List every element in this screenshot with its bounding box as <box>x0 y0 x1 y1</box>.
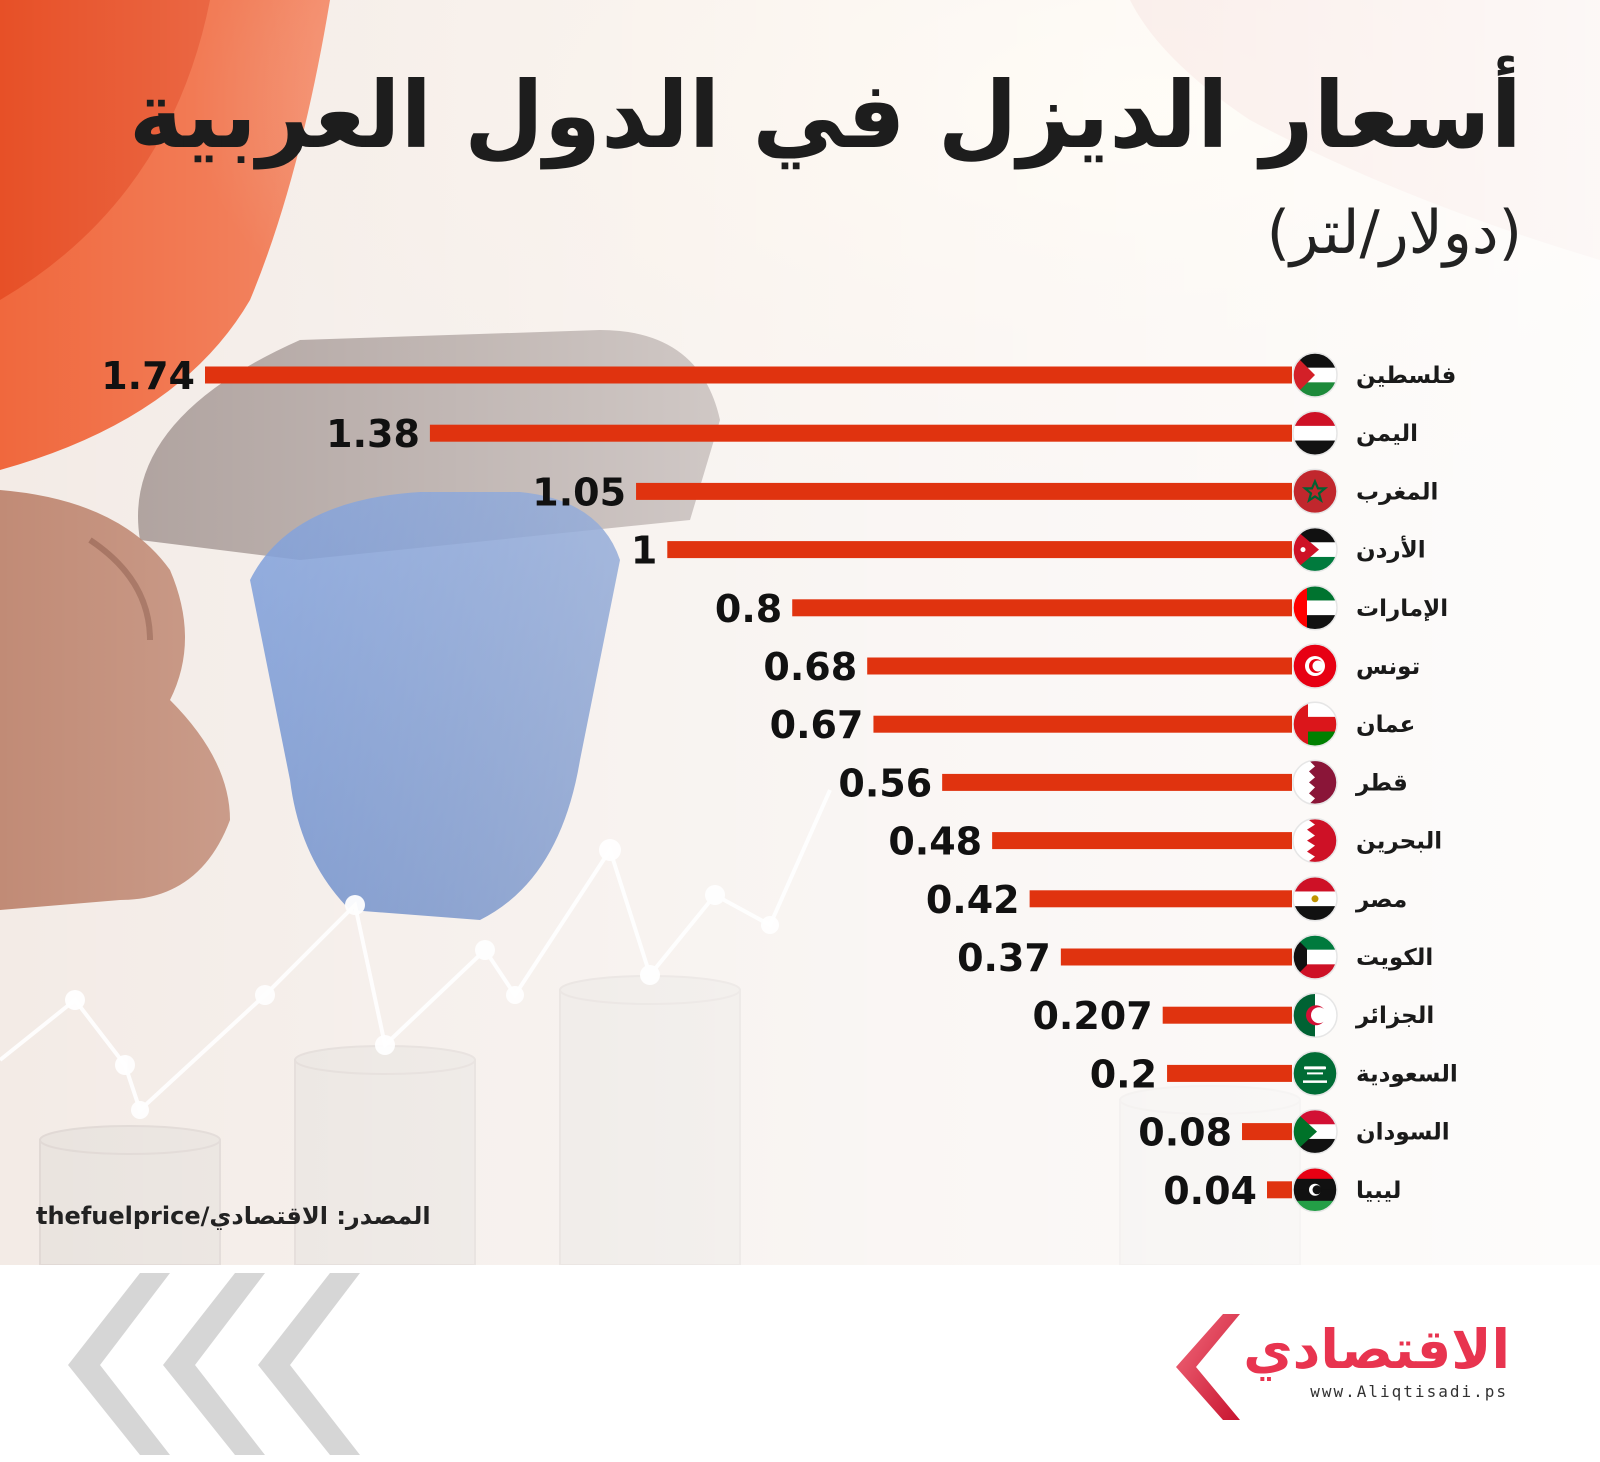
bar <box>636 482 1292 500</box>
bar <box>1267 1181 1292 1199</box>
value-label: 0.37 <box>957 936 1051 980</box>
bar <box>1242 1123 1292 1141</box>
background-photo <box>0 0 1600 1265</box>
flag-ring <box>1292 1167 1338 1213</box>
bar <box>873 715 1292 733</box>
value-label: 0.48 <box>888 820 982 864</box>
value-label: 0.04 <box>1163 1169 1257 1213</box>
background-illustration <box>0 0 1600 1265</box>
bar-row: 0.37 الكويت <box>957 934 1433 980</box>
bar <box>867 657 1292 675</box>
bar-row: 0.04 ليبيا <box>1163 1167 1401 1213</box>
footer <box>0 1265 1600 1462</box>
flag-ring <box>1292 817 1338 864</box>
bar-row: 0.48 البحرين <box>888 817 1442 864</box>
bar-row: 1.05 المغرب <box>532 468 1438 515</box>
country-label: اليمن <box>1356 421 1418 447</box>
country-label: تونس <box>1356 654 1420 680</box>
bar-row: 1.74 فلسطين <box>101 352 1456 398</box>
tunisia-flag-icon <box>1293 644 1337 688</box>
source-note: المصدر: الاقتصادي/thefuelprice <box>36 1202 431 1230</box>
bahrain-flag-icon <box>1293 818 1337 863</box>
bar-row: 0.68 تونس <box>763 643 1420 689</box>
flag-ring <box>1292 876 1338 922</box>
chevrons-decoration <box>68 1273 360 1455</box>
flag-ring <box>1292 585 1338 631</box>
value-label: 0.2 <box>1090 1052 1157 1096</box>
flag-ring <box>1292 410 1338 456</box>
bar <box>1162 1006 1292 1024</box>
flag-ring <box>1292 934 1338 980</box>
value-label: 0.67 <box>770 703 864 747</box>
bar-row: 0.42 مصر <box>926 876 1407 922</box>
bar-row: 0.207 الجزائر <box>1032 992 1434 1038</box>
value-label: 0.42 <box>926 878 1020 922</box>
bar <box>942 773 1292 791</box>
country-label: السودان <box>1356 1120 1450 1146</box>
bar <box>1167 1064 1292 1082</box>
bar <box>1060 948 1292 966</box>
bar-row: 0.8 الإمارات <box>715 585 1448 631</box>
value-label: 0.8 <box>715 587 782 631</box>
country-label: المغرب <box>1356 479 1438 505</box>
flag-ring <box>1292 759 1338 806</box>
morocco-flag-icon <box>1293 469 1337 514</box>
value-label: 1 <box>631 529 657 573</box>
flag-ring <box>1292 992 1338 1038</box>
bar <box>667 541 1292 559</box>
flag-ring <box>1292 352 1338 398</box>
flag-ring <box>1292 643 1338 689</box>
bar-row: 1.38 اليمن <box>326 410 1418 456</box>
page-subtitle: (دولار/لتر) <box>1266 198 1522 268</box>
country-label: فلسطين <box>1356 363 1456 389</box>
value-label: 0.56 <box>838 761 932 805</box>
page-title: أسعار الديزل في الدول العربية <box>128 62 1523 169</box>
country-label: عمان <box>1356 712 1415 738</box>
brand-logo-icon <box>1176 1314 1240 1420</box>
country-label: البحرين <box>1356 829 1442 855</box>
bar <box>792 599 1292 617</box>
bar-row: 0.08 السودان <box>1138 1108 1450 1155</box>
qatar-flag-icon <box>1293 760 1337 805</box>
algeria-flag-icon <box>1293 993 1337 1038</box>
country-label: الجزائر <box>1355 1003 1434 1029</box>
brand-name: الاقتصادي <box>1243 1318 1510 1381</box>
country-label: قطر <box>1355 770 1408 796</box>
country-label: الكويت <box>1356 945 1433 971</box>
bar-row: 0.2 السعودية <box>1090 1050 1458 1097</box>
oman-flag-icon <box>1293 702 1337 747</box>
diesel-price-bar-chart: 1.74 فلسطين 1.38 اليمن 1.05 المغرب 1 الأردن 0.8 ا… <box>101 352 1458 1213</box>
value-label: 0.68 <box>763 645 857 689</box>
bar <box>205 366 1292 384</box>
bar <box>992 832 1292 850</box>
flag-ring <box>1292 526 1338 573</box>
value-label: 0.08 <box>1138 1111 1232 1155</box>
country-label: الأردن <box>1356 535 1426 564</box>
country-label: ليبيا <box>1356 1178 1401 1204</box>
value-label: 1.38 <box>326 412 420 456</box>
flag-ring <box>1292 1108 1338 1155</box>
flag-ring <box>1292 701 1338 747</box>
country-label: السعودية <box>1356 1061 1458 1087</box>
country-label: مصر <box>1355 887 1407 913</box>
value-label: 0.207 <box>1032 994 1152 1038</box>
value-label: 1.05 <box>532 470 626 514</box>
saudi-flag-icon <box>1293 1051 1337 1096</box>
yemen-flag-icon <box>1293 411 1337 456</box>
bar-row: 0.56 قطر <box>838 759 1408 806</box>
flag-ring <box>1292 468 1338 515</box>
bar-row: 0.67 عمان <box>770 701 1415 747</box>
libya-flag-icon <box>1293 1167 1337 1212</box>
brand-url: www.Aliqtisadi.ps <box>1310 1382 1508 1401</box>
value-label: 1.74 <box>101 354 195 398</box>
country-label: الإمارات <box>1356 596 1448 622</box>
flag-ring <box>1292 1050 1338 1097</box>
bar <box>429 424 1292 442</box>
bar-row: 1 الأردن <box>631 526 1426 573</box>
bar <box>1029 890 1292 908</box>
